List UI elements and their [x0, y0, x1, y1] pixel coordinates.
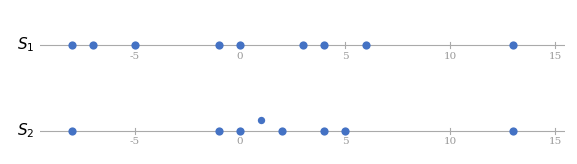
Point — [68, 129, 77, 132]
Point — [235, 129, 245, 132]
Point — [361, 44, 370, 46]
Point — [298, 44, 308, 46]
Point — [214, 44, 223, 46]
Text: 0: 0 — [237, 51, 243, 61]
Text: 5: 5 — [342, 51, 349, 61]
Text: 15: 15 — [548, 137, 561, 146]
Text: $S_1$: $S_1$ — [17, 36, 34, 54]
Text: 0: 0 — [237, 137, 243, 146]
Text: -5: -5 — [130, 137, 140, 146]
Text: 10: 10 — [443, 51, 456, 61]
Text: -5: -5 — [130, 51, 140, 61]
Text: 10: 10 — [443, 137, 456, 146]
Point — [508, 44, 518, 46]
Point — [130, 44, 140, 46]
Text: 5: 5 — [342, 137, 349, 146]
Point — [235, 44, 245, 46]
Point — [68, 44, 77, 46]
Point — [508, 129, 518, 132]
Point — [319, 129, 328, 132]
Point — [214, 129, 223, 132]
Text: 15: 15 — [548, 51, 561, 61]
Point — [340, 129, 350, 132]
Point — [319, 44, 328, 46]
Point — [278, 129, 287, 132]
Point — [88, 44, 98, 46]
Text: $S_2$: $S_2$ — [17, 121, 34, 140]
Point — [256, 119, 265, 122]
